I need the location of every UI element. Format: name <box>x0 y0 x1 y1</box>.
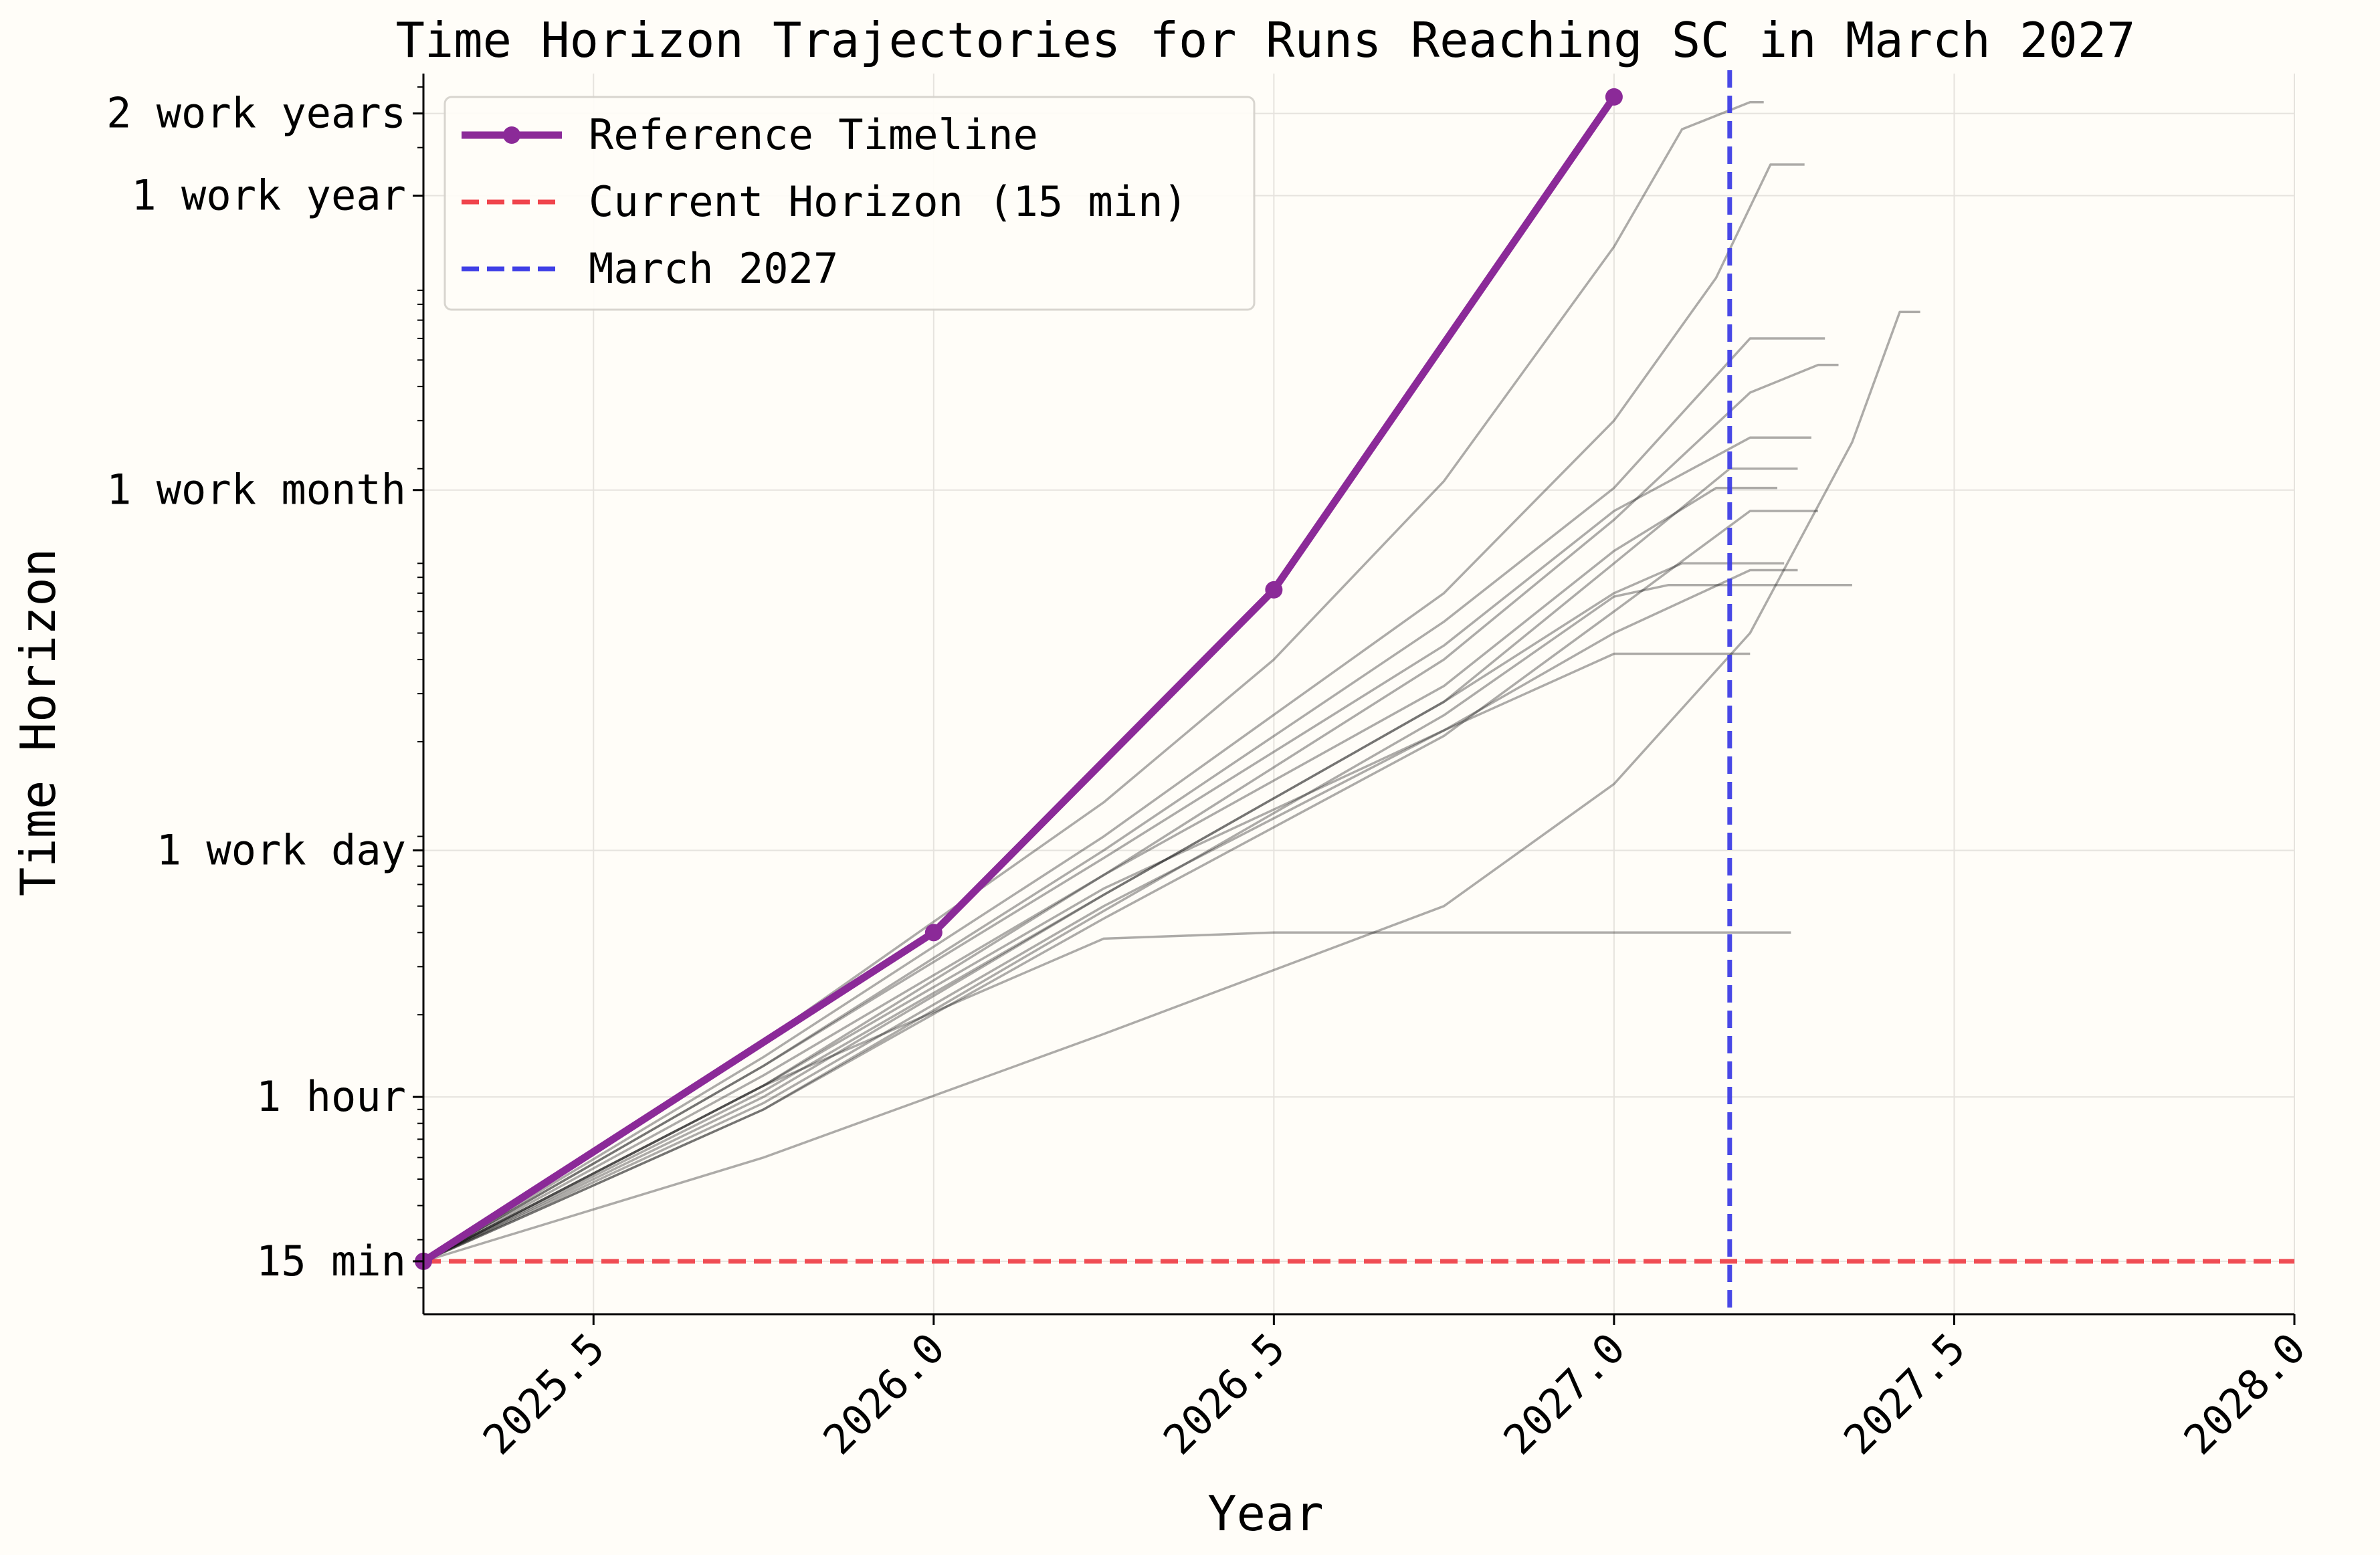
trajectory-line <box>423 652 1751 1263</box>
trajectory-line <box>423 310 1920 1263</box>
trajectory-line <box>423 568 1798 1263</box>
reference-timeline-marker <box>1605 88 1623 106</box>
reference-timeline-marker <box>924 924 943 942</box>
trajectory-line <box>423 363 1839 1263</box>
reference-lines <box>415 70 2294 1314</box>
y-tick-label: 1 hour <box>256 1072 406 1121</box>
legend-entry-current-horizon: Current Horizon (15 min) <box>589 177 1188 226</box>
y-axis-label: Time Horizon <box>10 548 66 896</box>
y-tick-label: 2 work years <box>106 89 406 138</box>
trajectory-line <box>423 583 1852 1263</box>
y-tick-label: 1 work month <box>106 465 406 514</box>
legend-entry-march-2027: March 2027 <box>589 244 838 293</box>
y-tick-label: 1 work year <box>131 171 406 220</box>
y-tick-label: 15 min <box>256 1237 406 1285</box>
y-axis-ticks: 15 min 1 hour 1 work day 1 work month 1 work… <box>106 86 423 1289</box>
trajectory-line <box>423 510 1818 1263</box>
reference-timeline-line <box>419 93 1618 1265</box>
trajectory-line <box>423 931 1791 1263</box>
reference-timeline-marker <box>1265 581 1283 599</box>
legend-box <box>443 96 1256 311</box>
chart-title: Time Horizon Trajectories for Runs Reach… <box>396 12 2136 68</box>
trajectory-line <box>423 436 1811 1263</box>
legend-swatch-marker <box>503 126 520 144</box>
grid <box>423 74 2295 1314</box>
legend-entry-reference-timeline: Reference Timeline <box>589 110 1038 159</box>
legend: Reference Timeline Current Horizon (15 mi… <box>443 96 1256 311</box>
x-axis-label: Year <box>1207 1485 1323 1542</box>
trajectory-line <box>423 486 1777 1263</box>
y-tick-label: 1 work day <box>157 825 406 874</box>
trajectory-line <box>423 562 1785 1263</box>
trajectory-line <box>423 163 1805 1263</box>
trajectory-line <box>423 337 1825 1263</box>
